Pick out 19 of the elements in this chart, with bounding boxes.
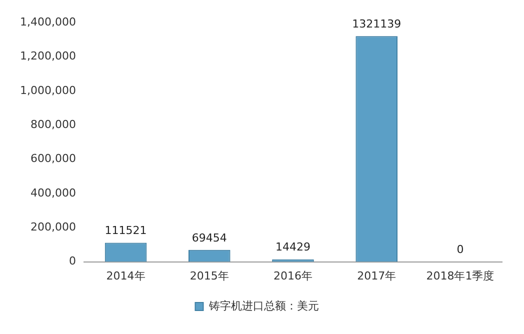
x-tick-label: 2017年: [357, 269, 396, 282]
x-tick-label: 2016年: [273, 269, 312, 282]
y-tick-label: 1,200,000: [20, 50, 76, 63]
data-label: 69454: [192, 231, 227, 244]
legend-label: 铸字机进口总额：美元: [208, 299, 319, 312]
x-tick-label: 2018年1季度: [426, 269, 494, 282]
x-tick-label: 2014年: [106, 269, 146, 282]
y-tick-label: 200,000: [30, 220, 76, 234]
y-tick-label: 1,000,000: [20, 84, 76, 97]
y-tick-label: 0: [68, 254, 76, 268]
y-tick-label: 800,000: [30, 118, 76, 131]
data-label: 0: [456, 243, 464, 256]
y-tick-label: 1,400,000: [20, 15, 76, 28]
data-label: 14429: [275, 240, 310, 254]
data-label: 111521: [104, 224, 147, 238]
data-label: 1321139: [352, 17, 402, 30]
x-tick-label: 2015年: [190, 269, 229, 282]
y-tick-label: 600,000: [30, 152, 76, 166]
y-tick-label: 400,000: [30, 186, 76, 200]
